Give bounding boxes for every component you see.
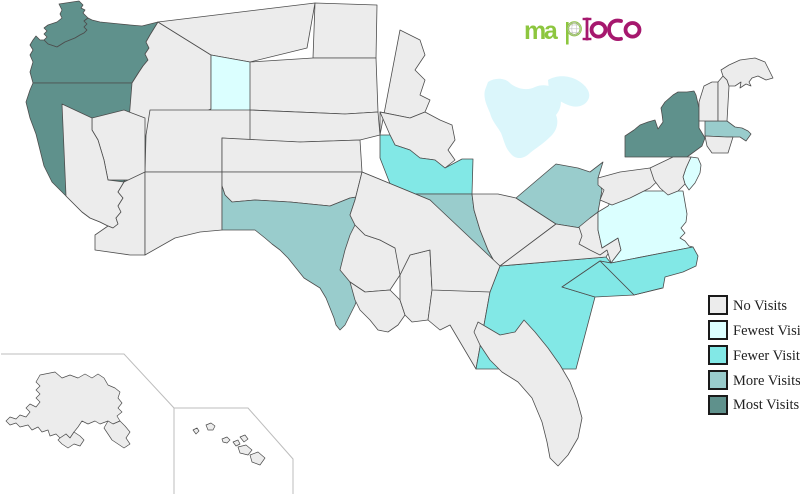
svg-text:ma: ma: [524, 17, 559, 45]
svg-text:More Visits: More Visits: [733, 373, 800, 389]
svg-text:Fewest Visits: Fewest Visits: [733, 323, 800, 339]
svg-text:Fewer Visits: Fewer Visits: [733, 348, 800, 364]
svg-text:Most Visits: Most Visits: [733, 397, 800, 413]
svg-text:No Visits: No Visits: [733, 298, 787, 314]
